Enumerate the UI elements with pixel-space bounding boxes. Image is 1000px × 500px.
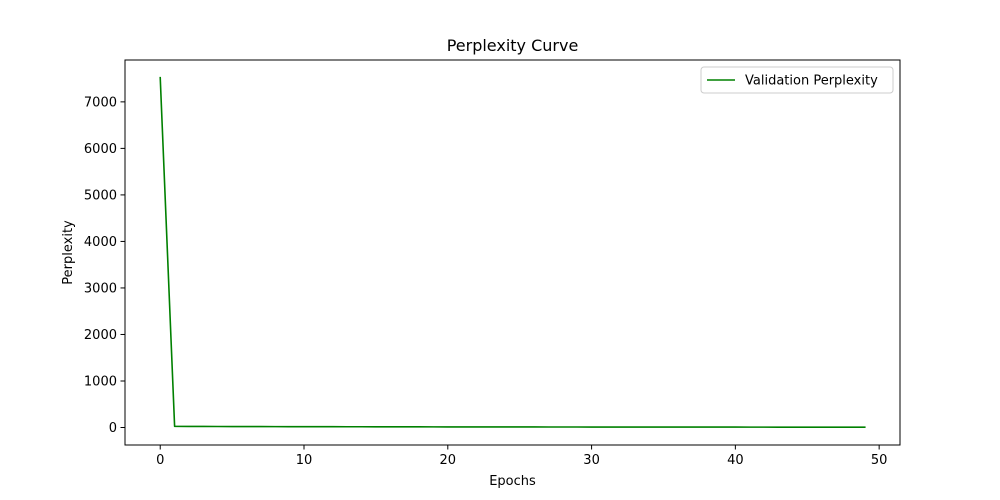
y-axis-title: Perplexity: [61, 220, 76, 285]
y-tick-label: 4000: [84, 235, 117, 250]
y-tick-label: 0: [109, 421, 117, 436]
y-tick-label: 2000: [84, 328, 117, 343]
y-tick-label: 6000: [84, 142, 117, 157]
legend-box: [700, 66, 894, 94]
y-tick-label: 1000: [84, 374, 117, 389]
axes: 0 10 20 30 40 50 0 1000 2000 3000 4000 5000 6000 7000: [84, 59, 901, 468]
y-tick-label: 5000: [84, 188, 117, 203]
x-tick-label: 0: [156, 453, 164, 468]
x-tick-label: 10: [296, 453, 313, 468]
series-line-0: [159, 76, 866, 428]
x-tick-label: 40: [727, 453, 744, 468]
x-axis-title: Epochs: [489, 474, 536, 489]
x-tick-label: 20: [440, 453, 457, 468]
x-tick-label: 50: [871, 453, 888, 468]
x-tick-label: 30: [583, 453, 600, 468]
plot-area: [159, 76, 866, 428]
y-tick-label: 3000: [84, 281, 117, 296]
y-tick-label: 7000: [84, 95, 117, 110]
plot-frame: [124, 59, 901, 446]
legend: Validation Perplexity: [700, 66, 894, 94]
legend-label-0: Validation Perplexity: [745, 74, 878, 89]
chart-title: Perplexity Curve: [447, 36, 579, 55]
